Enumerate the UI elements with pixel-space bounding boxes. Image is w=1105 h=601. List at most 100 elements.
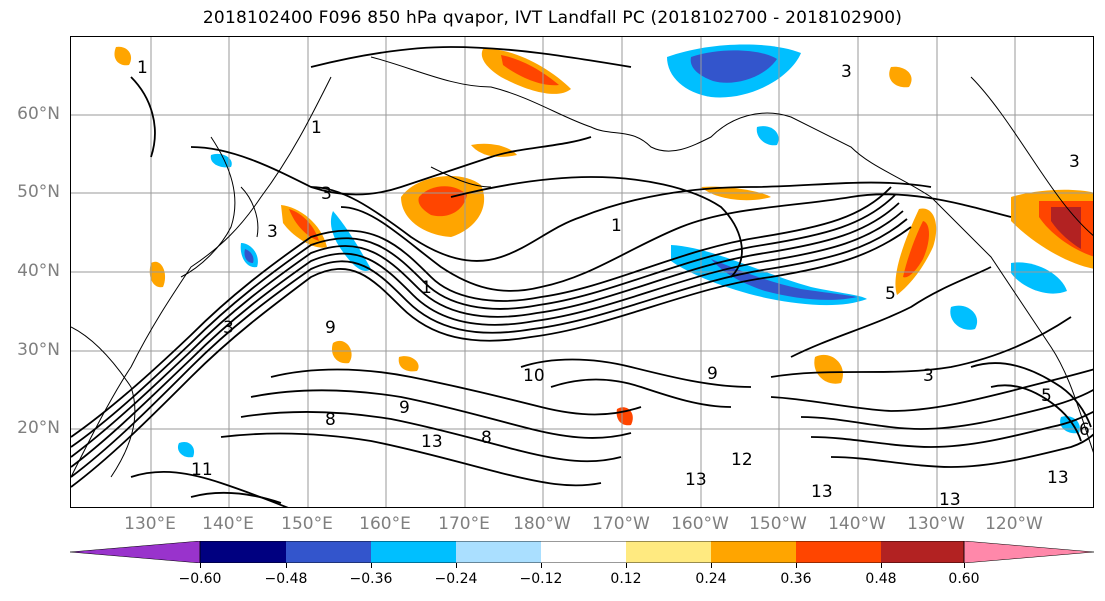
anomaly-negative-region xyxy=(210,153,232,168)
contour-label: 13 xyxy=(811,482,833,502)
lat-label-20n: 20°N xyxy=(17,418,60,438)
anomaly-negative-region xyxy=(671,245,867,306)
contour-label: 3 xyxy=(267,222,278,242)
anomaly-positive-region xyxy=(289,209,319,241)
lon-label-160e: 160°E xyxy=(359,514,411,534)
colorbar-tick xyxy=(796,563,797,568)
lat-label-40n: 40°N xyxy=(17,261,60,281)
colorbar-segment xyxy=(796,541,881,563)
contour-label: 3 xyxy=(321,184,332,204)
map-panel: 1 1 3 3 1 3 9 1 10 9 3 5 8 9 13 8 11 13 … xyxy=(70,36,1094,508)
colorbar-tick-label: −0.12 xyxy=(519,571,563,587)
contour-label: 9 xyxy=(325,318,336,338)
lon-label-150e: 150°E xyxy=(281,514,333,534)
colorbar-segment xyxy=(456,541,541,563)
colorbar xyxy=(70,541,1094,563)
contour-label: 1 xyxy=(611,216,622,236)
colorbar-tick xyxy=(541,563,542,568)
anomaly-positive-region xyxy=(903,221,929,278)
coastlines xyxy=(71,56,1093,478)
map-title: 2018102400 F096 850 hPa qvapor, IVT Land… xyxy=(202,8,903,28)
colorbar-tick xyxy=(711,563,712,568)
colorbar-tick-label: −0.60 xyxy=(178,571,222,587)
colorbar-tick-label: −0.48 xyxy=(264,571,308,587)
anomaly-positive-region xyxy=(149,261,166,288)
colorbar-tick xyxy=(371,563,372,568)
contour-label: 11 xyxy=(191,460,213,480)
lon-label-130w: 130°W xyxy=(907,514,965,534)
anomaly-negative-region xyxy=(244,249,254,263)
contour-label: 10 xyxy=(523,366,545,386)
contour-label: 6 xyxy=(1079,420,1090,440)
colorbar-segment-extend-low xyxy=(70,541,201,563)
anomaly-positive-region xyxy=(398,356,419,372)
anomaly-positive-region xyxy=(418,186,467,217)
anomaly-negative-region xyxy=(711,259,857,300)
colorbar-tick-label: 0.24 xyxy=(695,571,727,587)
lon-label-140w: 140°W xyxy=(828,514,886,534)
anomaly-negative-region xyxy=(950,305,978,330)
contour-label: 1 xyxy=(137,58,148,78)
lon-label-120w: 120°W xyxy=(985,514,1043,534)
contour-label: 5 xyxy=(1041,386,1052,406)
contour-label: 13 xyxy=(685,470,707,490)
contour-label: 1 xyxy=(421,278,432,298)
colorbar-tick-label: 0.12 xyxy=(610,571,642,587)
colorbar-segment xyxy=(881,541,964,563)
contour-label: 13 xyxy=(939,490,961,508)
lon-label-150w: 150°W xyxy=(749,514,807,534)
anomaly-shading xyxy=(114,44,1093,458)
colorbar-segment xyxy=(711,541,796,563)
colorbar-tick xyxy=(964,563,965,568)
colorbar-tick xyxy=(286,563,287,568)
anomaly-negative-region xyxy=(1011,262,1067,294)
colorbar-tick-label: −0.36 xyxy=(349,571,393,587)
colorbar-tick-label: 0.36 xyxy=(780,571,812,587)
anomaly-positive-region xyxy=(889,66,912,88)
lon-label-130e: 130°E xyxy=(124,514,176,534)
anomaly-negative-region xyxy=(756,126,779,146)
anomaly-positive-region xyxy=(1051,207,1081,249)
colorbar-segment xyxy=(626,541,711,563)
lat-label-30n: 30°N xyxy=(17,340,60,360)
contour-label: 13 xyxy=(1047,468,1069,488)
anomaly-positive-region xyxy=(471,143,517,157)
lon-label-160w: 160°W xyxy=(671,514,729,534)
contour-label: 9 xyxy=(707,364,718,384)
contour-label: 3 xyxy=(923,366,934,386)
lon-label-180w: 180°W xyxy=(513,514,571,534)
anomaly-positive-region xyxy=(114,46,132,66)
colorbar-tick xyxy=(881,563,882,568)
gridlines xyxy=(71,37,1093,507)
lon-label-170w: 170°W xyxy=(592,514,650,534)
anomaly-negative-region xyxy=(690,50,777,83)
lon-label-170e: 170°E xyxy=(438,514,490,534)
contour-label: 8 xyxy=(481,428,492,448)
colorbar-segment xyxy=(200,541,286,563)
anomaly-positive-region xyxy=(331,340,352,364)
contour-label: 12 xyxy=(731,450,753,470)
contour-label: 3 xyxy=(841,62,852,82)
contour-label: 8 xyxy=(325,410,336,430)
anomaly-negative-region xyxy=(177,441,195,458)
colorbar-segment xyxy=(286,541,371,563)
colorbar-segment xyxy=(371,541,456,563)
colorbar-tick-label: 0.60 xyxy=(948,571,980,587)
map-canvas: 1 1 3 3 1 3 9 1 10 9 3 5 8 9 13 8 11 13 … xyxy=(71,37,1093,508)
colorbar-tick xyxy=(456,563,457,568)
anomaly-positive-region xyxy=(501,55,559,86)
colorbar-tick-label: −0.24 xyxy=(434,571,478,587)
contour-label: 3 xyxy=(1069,152,1080,172)
lat-label-60n: 60°N xyxy=(17,104,60,124)
ivt-contours xyxy=(71,46,1093,507)
contour-label: 13 xyxy=(421,432,443,452)
contour-label: 9 xyxy=(399,398,410,418)
contour-label: 1 xyxy=(311,118,322,138)
colorbar-tick xyxy=(200,563,201,568)
contour-labels: 1 1 3 3 1 3 9 1 10 9 3 5 8 9 13 8 11 13 … xyxy=(137,58,1090,508)
colorbar-segment xyxy=(541,541,626,563)
colorbar-tick xyxy=(626,563,627,568)
lat-label-50n: 50°N xyxy=(17,182,60,202)
contour-label: 3 xyxy=(223,318,234,338)
contour-label: 5 xyxy=(885,284,896,304)
